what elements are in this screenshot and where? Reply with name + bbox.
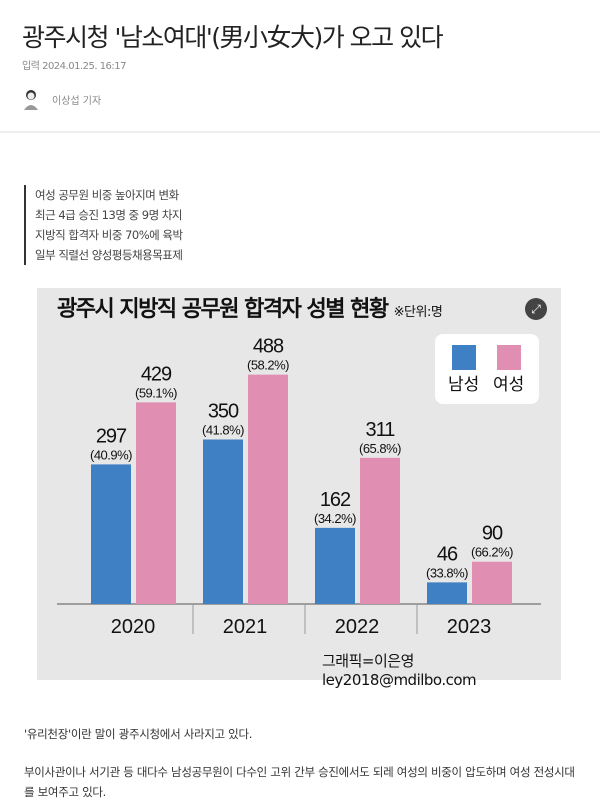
- publish-date: 입력 2024.01.25. 16:17: [22, 61, 127, 72]
- chart-image: 297 (40.9%) 429 (59.1%) 2020 350 (41.8%) 488 (58…: [37, 288, 561, 689]
- avatar-icon: [24, 90, 38, 110]
- paragraph: '유리천장'이란 말이 광주시청에서 사라지고 있다.: [24, 727, 253, 741]
- value-label: 350: [208, 401, 239, 423]
- chart-credit: 그래픽=이은영 ley2018@mdilbo.com: [322, 652, 477, 689]
- year-tick-label: 2023: [447, 616, 492, 638]
- chart-unit: ※단위:명: [393, 305, 443, 320]
- author-name: 이상섭 기자: [52, 95, 102, 107]
- legend-label-female: 여성: [493, 375, 525, 395]
- bar-2021-남성: [203, 439, 243, 604]
- expand-icon[interactable]: ⤢: [525, 298, 547, 320]
- summary-box: 여성 공무원 비중 높아지며 변화 최근 4급 승진 13명 중 9명 차지 지…: [24, 185, 183, 265]
- value-label: 46: [437, 543, 458, 565]
- bar-2020-여성: [136, 402, 176, 604]
- value-label: 429: [141, 363, 172, 385]
- bar-2022-남성: [315, 527, 355, 604]
- year-tick-label: 2021: [223, 616, 268, 638]
- bar-2021-여성: [248, 374, 288, 604]
- legend: 남성 여성: [435, 334, 539, 404]
- chart-title: 광주시 지방직 공무원 합격자 성별 현황 ※단위:명: [57, 296, 443, 327]
- chart-title-text: 광주시 지방직 공무원 합격자 성별 현황: [57, 297, 389, 322]
- percent-label: (59.1%): [135, 385, 177, 400]
- year-tick-label: 2020: [111, 616, 156, 638]
- year-tick-label: 2022: [335, 616, 380, 638]
- summary-line: 여성 공무원 비중 높아지며 변화: [35, 188, 179, 202]
- value-label: 297: [96, 425, 127, 447]
- paragraph: 부이사관이나 서기관 등 대다수 남성공무원이 다수인 고위 간부 승진에서도 …: [24, 765, 575, 799]
- legend-label-male: 남성: [448, 375, 480, 395]
- percent-label: (41.8%): [202, 423, 244, 438]
- bar-2022-여성: [360, 457, 400, 604]
- bar-2020-남성: [91, 464, 131, 604]
- divider: [0, 131, 600, 133]
- article-title: 광주시청 '남소여대'(男小女大)가 오고 있다: [22, 23, 444, 52]
- value-label: 162: [320, 489, 351, 511]
- legend-swatch-female: [497, 345, 521, 370]
- percent-label: (34.2%): [314, 511, 356, 526]
- summary-line: 지방직 합격자 비중 70%에 육박: [35, 228, 183, 242]
- value-label: 90: [482, 523, 503, 545]
- value-label: 311: [366, 419, 396, 441]
- percent-label: (58.2%): [247, 358, 289, 373]
- author[interactable]: 이상섭 기자: [22, 88, 101, 110]
- value-label: 488: [253, 336, 284, 358]
- legend-swatch-male: [452, 345, 476, 370]
- summary-line: 일부 직렬선 양성평등채용목표제: [35, 248, 183, 262]
- summary-line: 최근 4급 승진 13명 중 9명 차지: [35, 208, 182, 222]
- percent-label: (66.2%): [471, 545, 513, 560]
- bar-2023-여성: [472, 561, 512, 604]
- percent-label: (65.8%): [359, 441, 401, 456]
- bar-chart: 297(40.9%) 429(59.1%) 2020 350(41.8%) 488(58…: [57, 336, 541, 638]
- percent-label: (40.9%): [90, 447, 132, 462]
- bar-2023-남성: [427, 582, 467, 604]
- percent-label: (33.8%): [426, 565, 468, 580]
